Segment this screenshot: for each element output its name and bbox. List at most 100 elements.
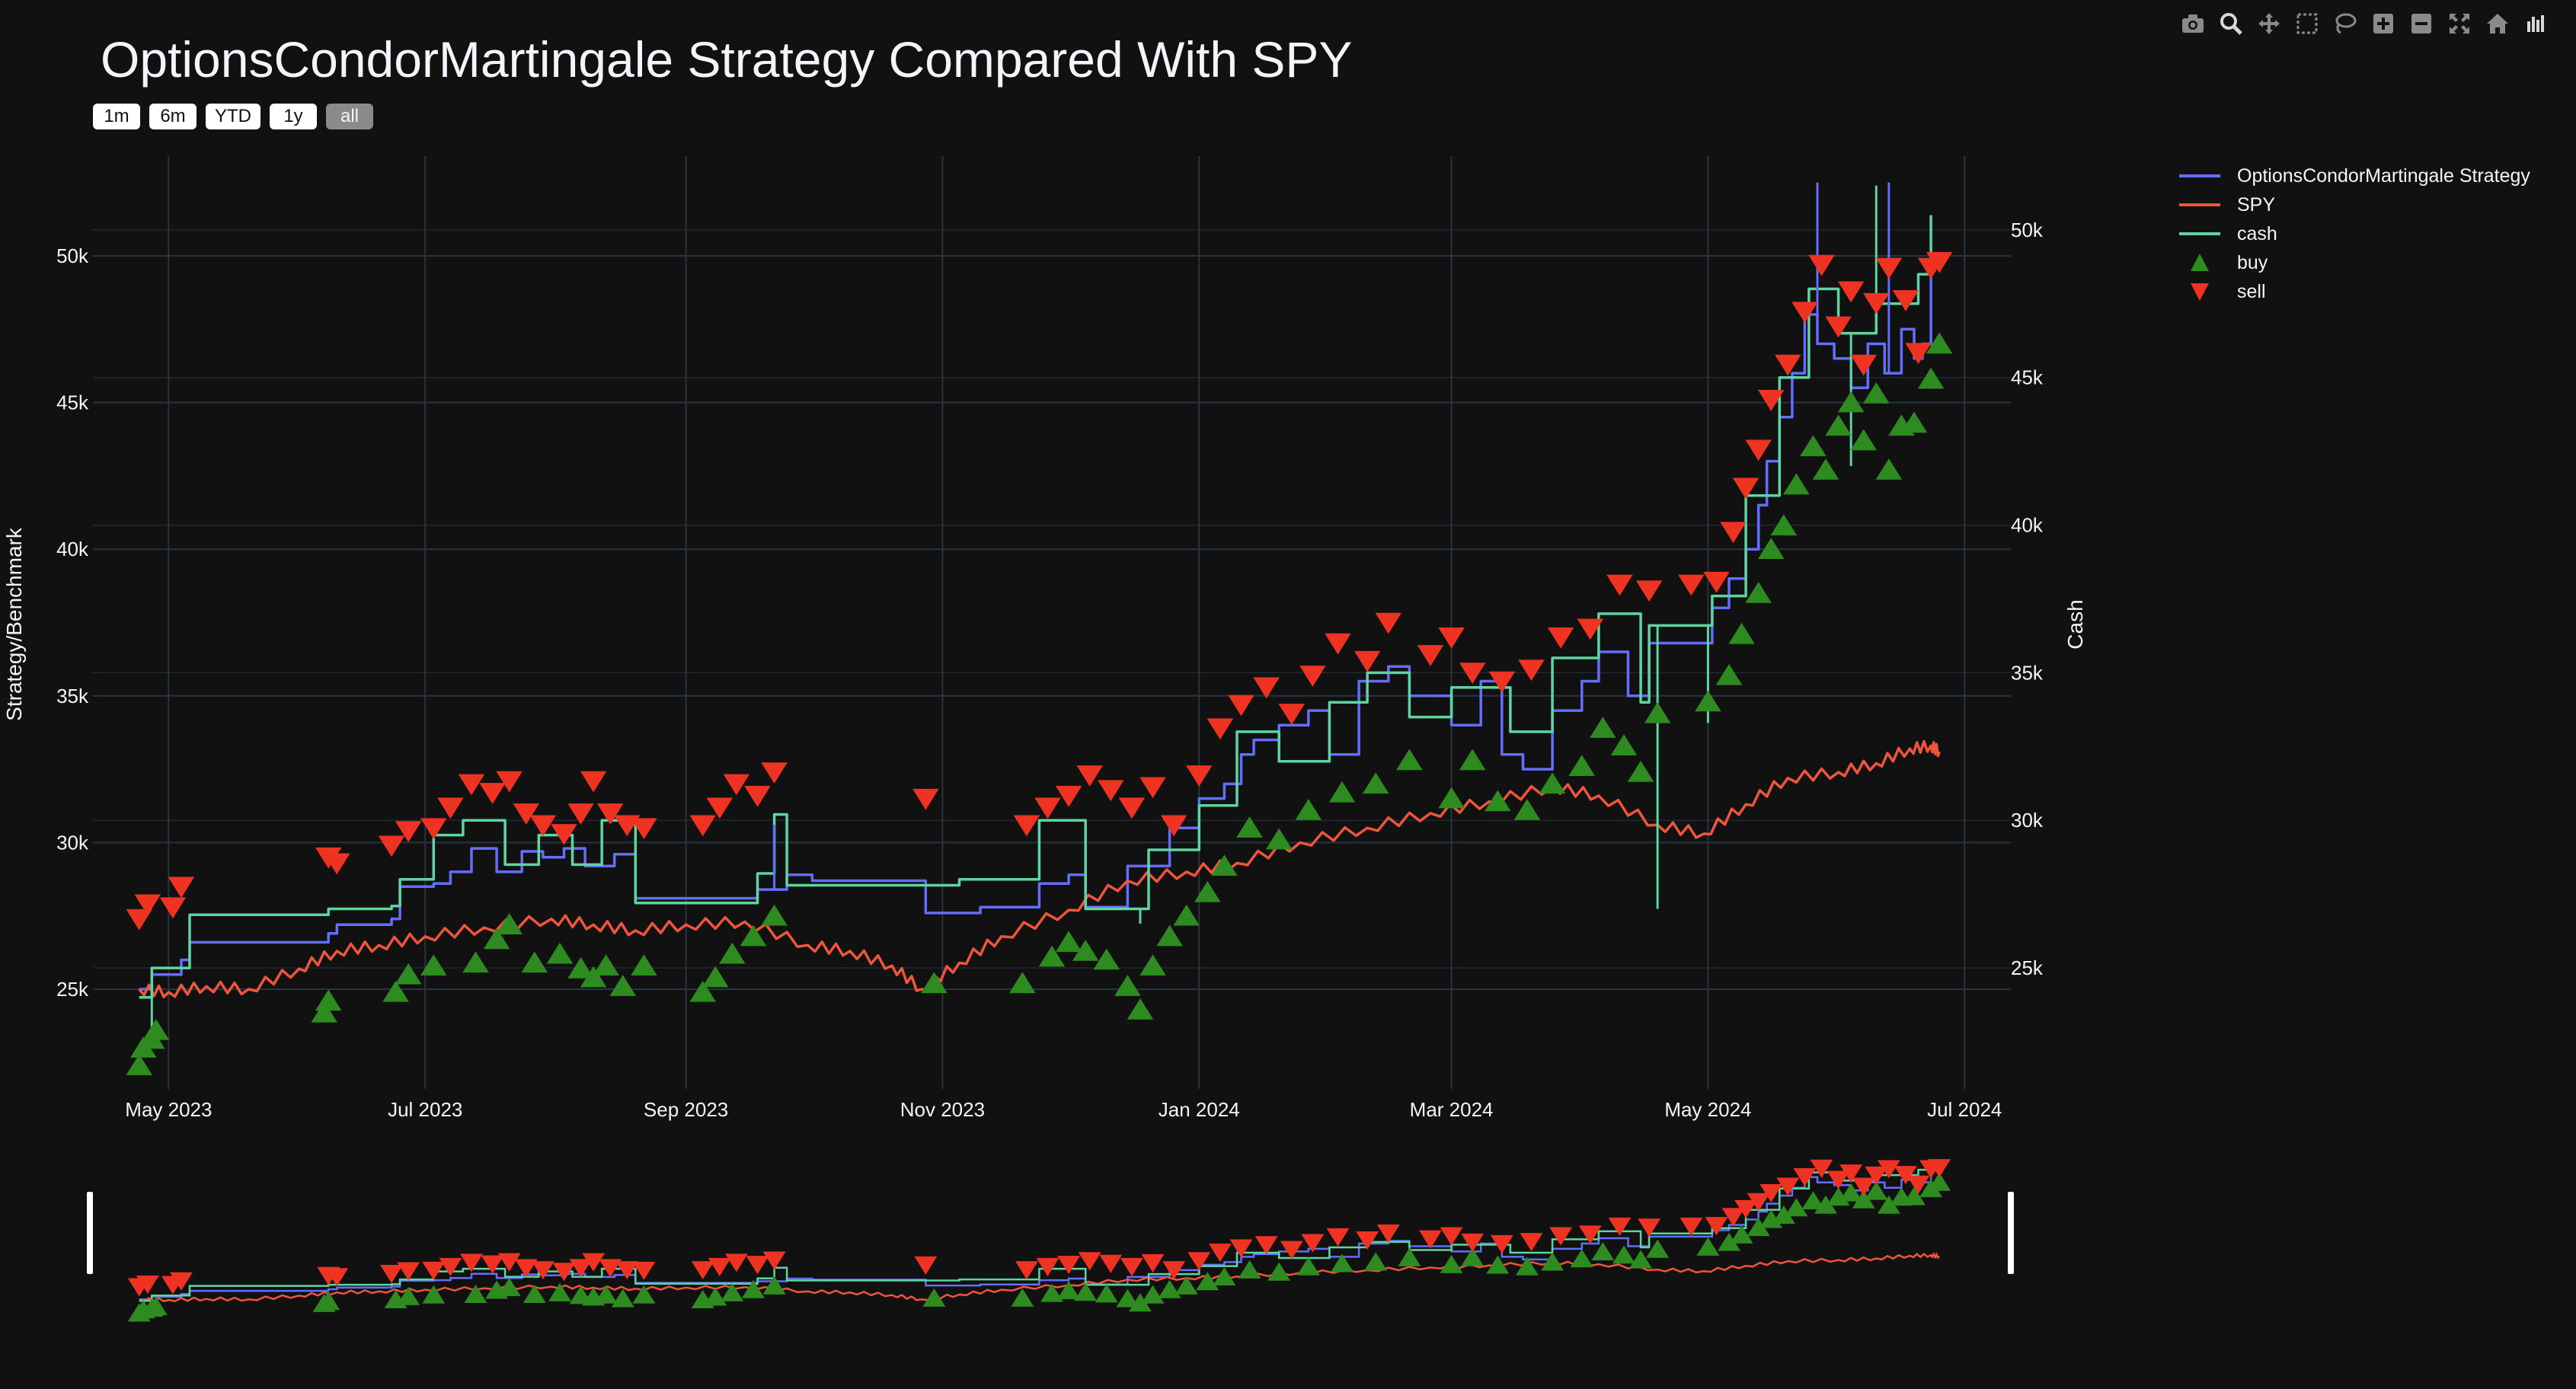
rangeslider-buy-marker-70 [1928, 1172, 1951, 1191]
buy-marker-58 [1770, 514, 1798, 536]
legend-item-cash[interactable]: cash [2175, 219, 2530, 248]
sell-marker-50 [1577, 618, 1604, 640]
buy-marker-66 [1875, 458, 1903, 480]
buy-marker-50 [1610, 734, 1638, 756]
rangeslider-left-handle[interactable] [87, 1192, 93, 1274]
rangeslider-buy-marker-3 [144, 1297, 168, 1316]
buy-marker-0 [126, 1054, 152, 1075]
x-tick-label-3: Nov 2023 [900, 1098, 985, 1121]
buy-marker-34 [1173, 904, 1200, 926]
sell-marker-58 [1758, 389, 1785, 411]
legend-label-spy: SPY [2237, 193, 2276, 216]
sell-marker-25 [761, 762, 788, 784]
rangeslider-buy-marker-27 [1057, 1281, 1081, 1300]
rangeslider-buy-marker-20 [704, 1287, 727, 1306]
rangeslider-sell-marker-40 [1301, 1234, 1325, 1253]
y2-tick-label-0: 25k [2011, 956, 2044, 979]
range-button-6m[interactable]: 6m [149, 104, 197, 129]
rangeslider-right-handle[interactable] [2008, 1192, 2014, 1274]
sell-marker-16 [567, 803, 594, 825]
rangeslider-buy-marker-34 [1175, 1276, 1198, 1295]
buy-marker-21 [719, 942, 746, 964]
buy-marker-41 [1362, 772, 1389, 794]
buy-marker-35 [1194, 880, 1221, 902]
sell-marker-51 [1606, 574, 1633, 596]
sell-marker-11 [479, 783, 506, 804]
buy-marker-45 [1485, 790, 1511, 812]
rangeslider-buy-marker-64 [1852, 1189, 1875, 1209]
sell-marker-49 [1547, 627, 1574, 649]
range-button-1m[interactable]: 1m [93, 104, 140, 129]
rangeslider-sell-marker-45 [1440, 1227, 1463, 1246]
rangeslider-sell-marker-22 [708, 1257, 731, 1276]
sell-marker-15 [551, 824, 577, 845]
buy-marker-48 [1568, 755, 1596, 777]
x-tick-label-6: May 2024 [1664, 1098, 1751, 1121]
buy-marker-51 [1627, 760, 1654, 782]
rangeslider-buy-marker-18 [632, 1285, 656, 1304]
sell-marker-38 [1253, 677, 1280, 699]
rangeslider-sell-marker-7 [397, 1262, 420, 1281]
legend-item-sell[interactable]: sell [2175, 277, 2530, 306]
rangeslider-buy-marker-61 [1814, 1195, 1837, 1214]
rangeslider-buy-marker-45 [1486, 1255, 1510, 1274]
rangeslider-buy-marker-51 [1629, 1250, 1653, 1269]
buy-marker-38 [1265, 828, 1293, 850]
autoscale-icon[interactable] [2442, 6, 2477, 41]
sell-marker-35 [1186, 765, 1213, 787]
lasso-select-icon[interactable] [2328, 6, 2363, 41]
range-button-all[interactable]: all [326, 104, 373, 129]
legend-item-spy[interactable]: SPY [2175, 190, 2530, 219]
rangeslider-buy-marker-32 [1141, 1285, 1165, 1304]
y2-axis-title: Cash [2063, 599, 2087, 649]
camera-icon[interactable] [2175, 6, 2210, 41]
buy-marker-54 [1715, 663, 1743, 685]
series-line-cash [139, 215, 1932, 999]
rangeslider-sell-marker-30 [1078, 1252, 1101, 1271]
rangeslider-sell-marker-6 [380, 1265, 404, 1284]
y2-tick-label-2: 35k [2011, 661, 2044, 684]
legend-marker-buy [2191, 254, 2209, 271]
sell-marker-60 [1791, 302, 1818, 324]
rangeslider-sell-marker-12 [497, 1253, 521, 1272]
reset-axes-icon[interactable] [2480, 6, 2515, 41]
axis-labels: May 2023 Jul 2023 Sep 2023 Nov 2023 Jan 2024… [2, 219, 2087, 1121]
rangeslider-sell-marker-49 [1549, 1227, 1573, 1246]
box-select-icon[interactable] [2290, 6, 2325, 41]
buy-marker-25 [1009, 972, 1036, 994]
buy-marker-46 [1513, 799, 1541, 820]
plotly-logo-icon[interactable] [2518, 6, 2553, 41]
rangeslider-buy-marker-33 [1158, 1279, 1181, 1298]
zoom-out-icon[interactable] [2404, 6, 2439, 41]
legend-item-buy[interactable]: buy [2175, 248, 2530, 277]
sell-marker-6 [378, 835, 405, 857]
range-slider[interactable] [87, 1159, 2014, 1322]
rangeslider-sell-marker-24 [746, 1256, 769, 1275]
rangeslider-sell-marker-11 [481, 1255, 504, 1274]
buy-marker-14 [567, 957, 594, 979]
rangeslider-buy-marker-44 [1461, 1247, 1485, 1266]
sell-marker-31 [1098, 780, 1124, 802]
rangeslider-sell-marker-56 [1734, 1199, 1758, 1218]
zoom-icon[interactable] [2213, 6, 2248, 41]
zoom-in-icon[interactable] [2366, 6, 2401, 41]
rangeslider-sell-marker-15 [552, 1263, 576, 1282]
rangeslider-buy-marker-11 [497, 1277, 521, 1296]
rangeslider-buy-marker-43 [1440, 1254, 1463, 1273]
range-button-1y[interactable]: 1y [270, 104, 317, 129]
rangeslider-buy-marker-23 [762, 1276, 786, 1295]
range-button-ytd[interactable]: YTD [206, 104, 260, 129]
buy-marker-20 [702, 966, 729, 988]
rangeslider-buy-marker-53 [1696, 1237, 1720, 1256]
rangeslider-buy-marker-49 [1591, 1242, 1615, 1261]
x-tick-label-0: May 2023 [125, 1098, 212, 1121]
buy-marker-56 [1745, 581, 1772, 603]
rangeslider-sell-marker-67 [1894, 1166, 1917, 1185]
sell-marker-68 [1905, 343, 1932, 365]
buy-marker-26 [1038, 945, 1066, 967]
buy-marker-4 [311, 1001, 337, 1023]
sell-marker-0 [126, 908, 152, 931]
buy-marker-10 [483, 928, 510, 950]
legend-item-strategy[interactable]: OptionsCondorMartingale Strategy [2175, 161, 2530, 190]
pan-icon[interactable] [2252, 6, 2287, 41]
